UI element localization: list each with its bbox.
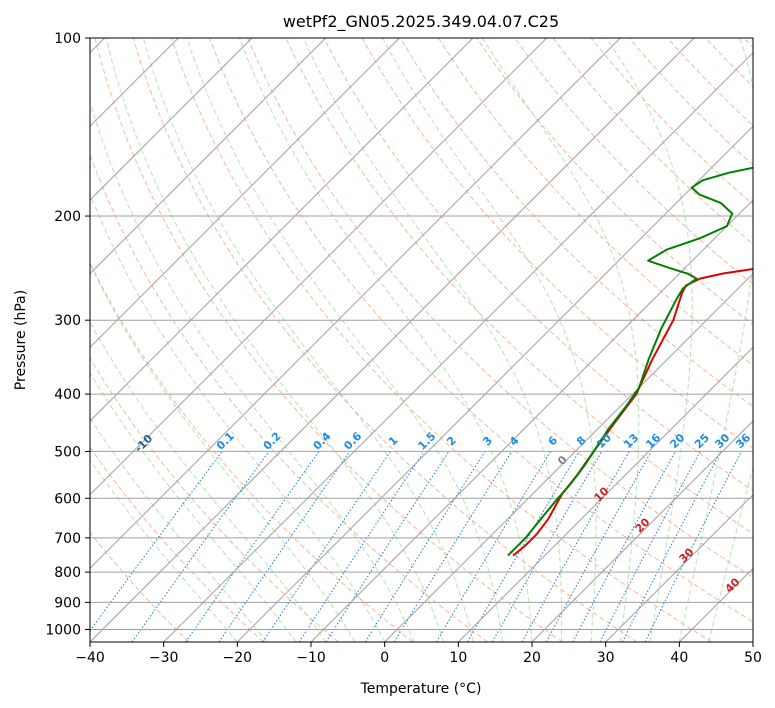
moist-adiabat [90,321,327,642]
isotherm [90,38,695,642]
isotherm [752,641,753,642]
dry-adiabat [90,153,488,642]
moist-adiabat [481,38,640,642]
dry-adiabat [90,531,190,642]
x-tick-label: 10 [449,650,467,666]
mixing-ratio-line [131,451,270,642]
mixing-ratio-line [185,451,320,642]
dry-adiabat-label: -20 [57,408,80,431]
x-tick-label: −30 [149,650,179,666]
isotherm [90,38,548,496]
dry-adiabat [170,38,712,642]
x-axis-ticks: −40 −30 −20 −10 0 10 20 30 40 50 [75,642,762,666]
x-axis-title: Temperature (°C) [360,681,482,697]
x-tick-label: −40 [75,650,105,666]
profile-lines [507,166,753,557]
isotherm [605,493,753,642]
isotherm [457,346,753,642]
moist-adiabat [382,38,597,642]
y-tick-label: 1000 [45,622,81,638]
isotherm [384,272,753,642]
mixing-ratio-line [298,451,425,642]
isotherm [90,38,621,570]
x-tick-label: −20 [223,650,253,666]
isotherm [90,38,400,349]
dry-adiabat [132,38,638,642]
dry-adiabat-label: -30 [0,371,2,394]
y-tick-label: 100 [54,31,81,47]
mixing-ratio-line [435,451,552,642]
y-tick-label: 500 [54,444,81,460]
mixing-ratio-line [325,451,450,642]
isotherm [236,125,753,642]
y-tick-label: 900 [54,595,81,611]
x-tick-label: 50 [744,650,762,666]
moist-adiabat [90,262,356,642]
y-tick-label: 600 [54,491,81,507]
mixing-ratio-lines [90,451,742,642]
dewpoint-line [507,166,753,557]
isotherm [531,420,753,642]
dry-adiabat [247,38,753,578]
plot-frame [89,37,754,643]
y-tick-label: 700 [54,531,81,547]
x-tick-label: 30 [597,650,615,666]
mixing-ratio-line [644,451,742,642]
mixing-ratio-line [393,451,513,642]
isotherm [90,38,474,422]
y-tick-label: 400 [54,387,81,403]
isobars [90,38,753,630]
dry-adiabat [90,357,339,642]
plot-background [90,38,753,642]
chart-title: wetPf2_GN05.2025.349.04.07.C25 [283,12,559,32]
x-tick-label: −10 [296,650,326,666]
dry-adiabat [90,446,264,642]
isotherms [90,38,753,642]
dry-adiabats [90,38,753,642]
mixing-ratio-line [572,451,676,642]
dry-adiabat [209,38,753,623]
mixing-ratio-line [262,451,391,642]
moist-adiabat [186,38,503,642]
y-tick-label: 200 [54,209,81,225]
moist-adiabats [90,38,753,642]
y-tick-label: 300 [54,313,81,329]
mixing-ratio-line [599,451,701,642]
x-tick-label: 0 [380,650,389,666]
moist-adiabat [90,459,238,642]
moist-adiabat [708,465,753,642]
dry-adiabat [399,38,753,408]
x-tick-label: 20 [523,650,541,666]
moist-adiabat [678,38,753,642]
y-axis-title: Pressure (hPa) [13,290,29,390]
isotherm [163,51,753,642]
isotherm [90,38,253,201]
y-axis-ticks: 1000 900 800 700 600 500 400 300 200 100 [45,31,90,638]
mixing-ratio-line [521,451,630,642]
mixing-ratio-line [621,451,722,642]
mixing-ratio-line [90,451,223,632]
isotherm [90,38,327,275]
dry-adiabat [94,38,563,642]
moist-adiabat [238,38,533,642]
isotherm [310,199,753,642]
dry-adiabat [437,38,753,366]
moist-adiabat [142,38,474,642]
dry-adiabat [323,38,753,492]
moist-adiabat [90,417,268,642]
y-tick-label: 800 [54,565,81,581]
moist-adiabat [302,38,563,642]
x-tick-label: 40 [670,650,688,666]
mixing-ratio-line [218,451,351,642]
moist-adiabat [105,38,445,642]
mixing-ratio-line [364,451,486,642]
moist-adiabat [90,192,386,642]
dry-adiabat [514,38,753,285]
mixing-ratio-line [545,451,652,642]
